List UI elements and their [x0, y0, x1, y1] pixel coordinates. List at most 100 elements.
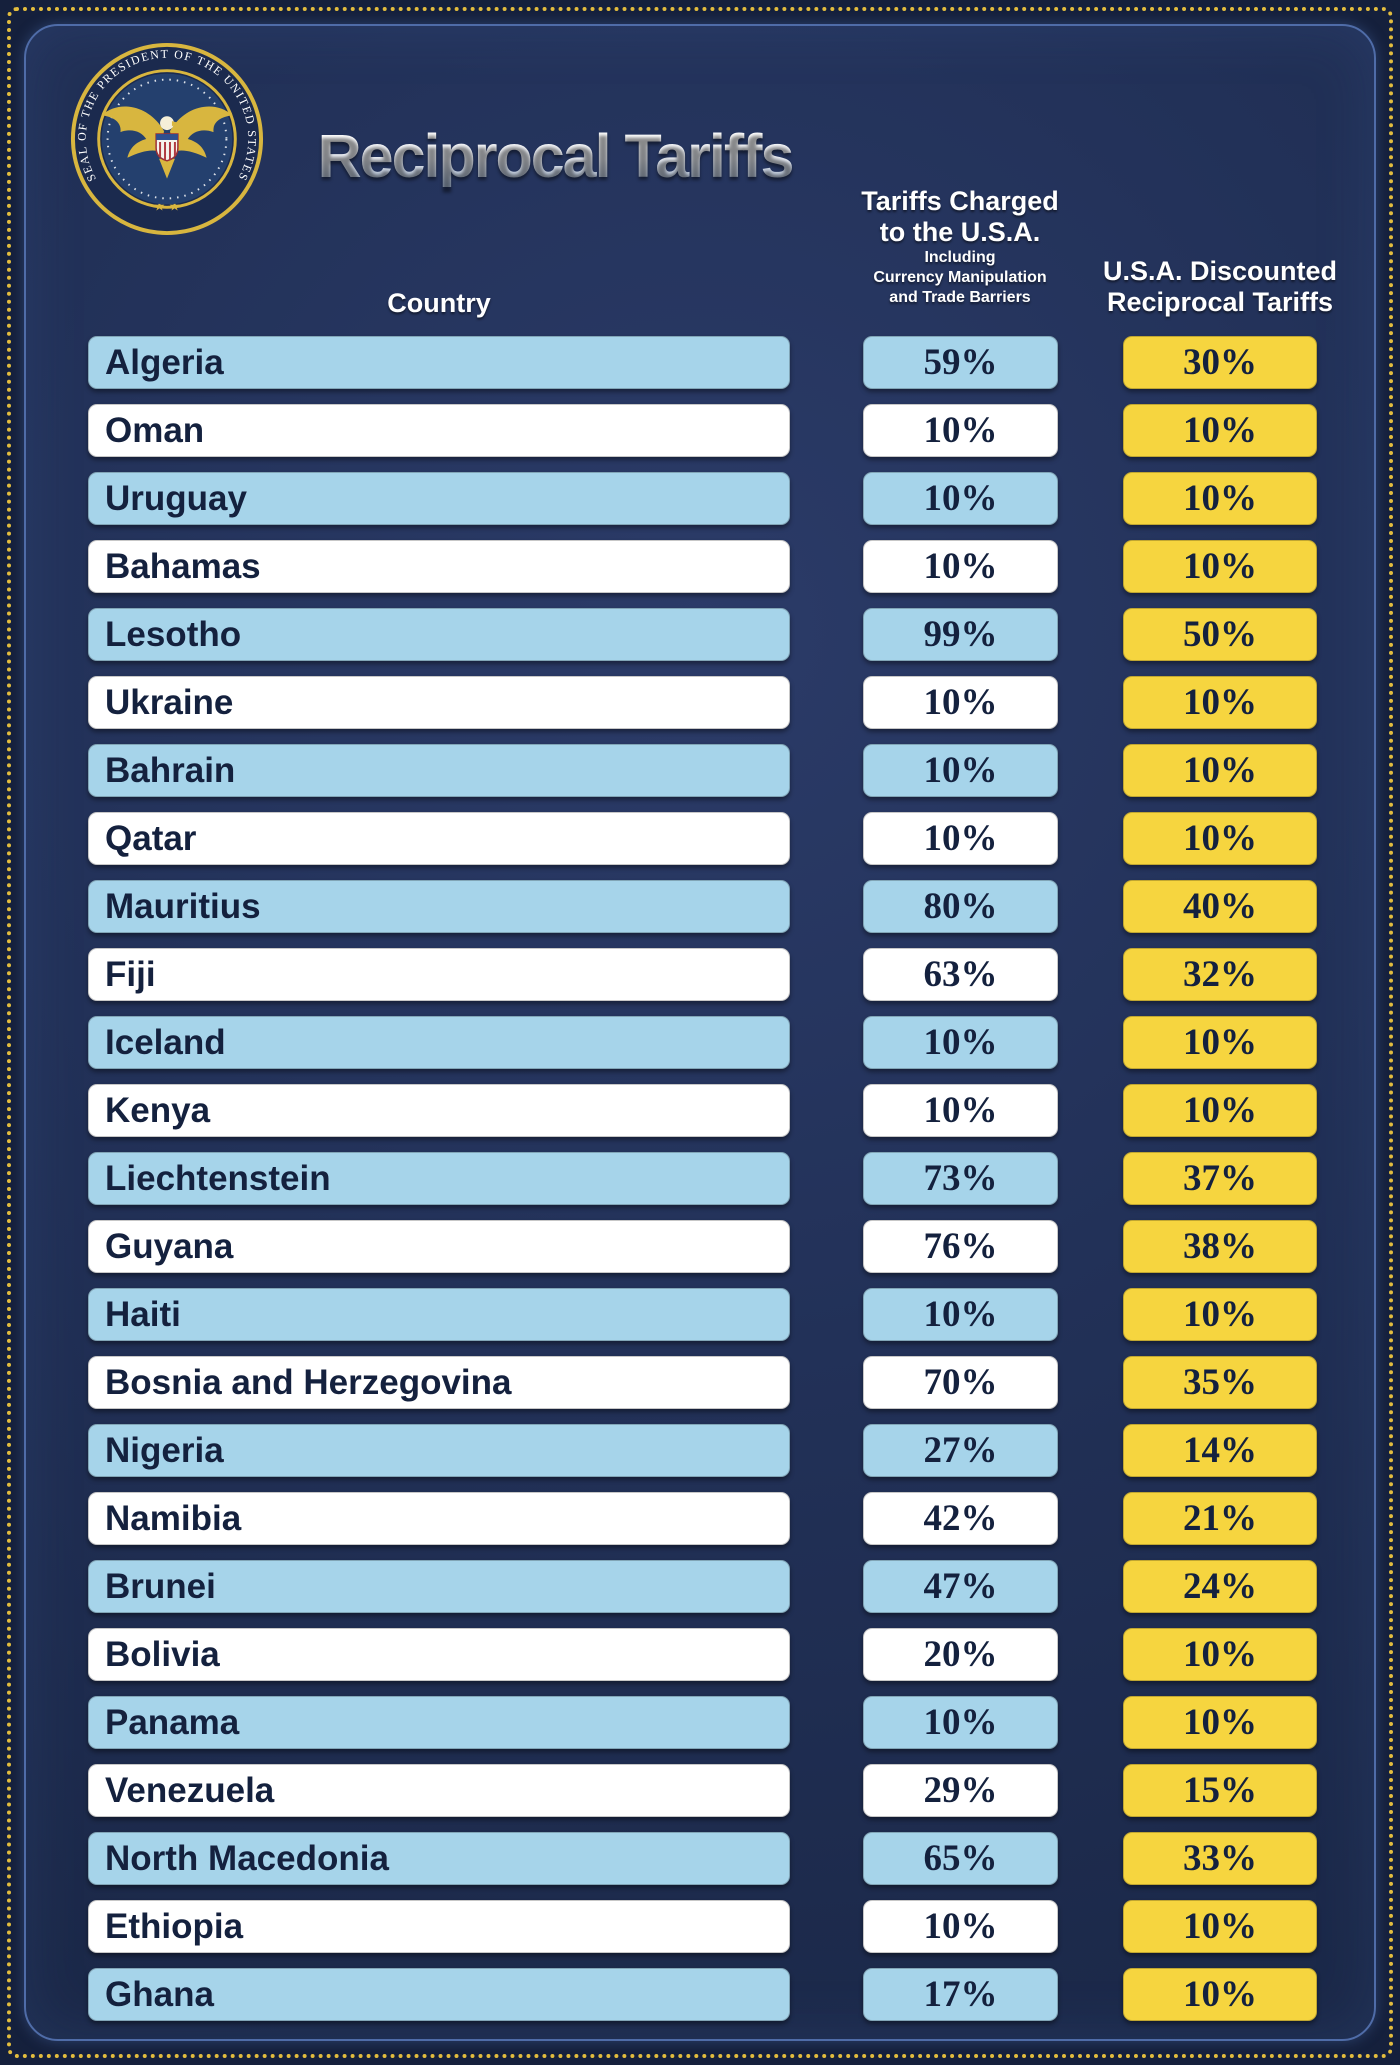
discounted-tariff-cell: 14%	[1123, 1424, 1317, 1477]
table-row: Panama 10% 10%	[0, 1696, 1400, 1749]
discounted-tariff-cell: 10%	[1123, 744, 1317, 797]
table-row: Namibia 42% 21%	[0, 1492, 1400, 1545]
column-header-charged: Tariffs Charged to the U.S.A. Including …	[836, 186, 1084, 308]
country-cell: Ukraine	[88, 676, 790, 729]
table-row: Venezuela 29% 15%	[0, 1764, 1400, 1817]
discounted-tariff-cell: 10%	[1123, 1900, 1317, 1953]
charged-tariff-cell: 80%	[863, 880, 1058, 933]
charged-tariff-cell: 10%	[863, 1696, 1058, 1749]
charged-tariff-cell: 10%	[863, 812, 1058, 865]
charged-tariff-cell: 63%	[863, 948, 1058, 1001]
discounted-tariff-cell: 10%	[1123, 404, 1317, 457]
table-row: Brunei 47% 24%	[0, 1560, 1400, 1613]
charged-tariff-cell: 10%	[863, 1084, 1058, 1137]
discounted-tariff-cell: 40%	[1123, 880, 1317, 933]
discounted-tariff-cell: 50%	[1123, 608, 1317, 661]
charged-header-sub3: and Trade Barriers	[889, 289, 1031, 306]
tariff-rows: Algeria 59% 30% Oman 10% 10% Uruguay 10% 10% Baha…	[0, 336, 1400, 2036]
discounted-tariff-cell: 21%	[1123, 1492, 1317, 1545]
country-cell: Guyana	[88, 1220, 790, 1273]
country-cell: Lesotho	[88, 608, 790, 661]
charged-tariff-cell: 73%	[863, 1152, 1058, 1205]
charged-tariff-cell: 10%	[863, 472, 1058, 525]
charged-tariff-cell: 59%	[863, 336, 1058, 389]
country-cell: Ghana	[88, 1968, 790, 2021]
page-title: Reciprocal Tariffs	[290, 126, 820, 187]
discounted-tariff-cell: 38%	[1123, 1220, 1317, 1273]
charged-tariff-cell: 10%	[863, 744, 1058, 797]
charged-tariff-cell: 42%	[863, 1492, 1058, 1545]
country-cell: Algeria	[88, 336, 790, 389]
table-row: Oman 10% 10%	[0, 404, 1400, 457]
country-cell: Bahamas	[88, 540, 790, 593]
charged-tariff-cell: 47%	[863, 1560, 1058, 1613]
shield-icon	[155, 133, 179, 162]
country-cell: Kenya	[88, 1084, 790, 1137]
presidential-seal: SEAL OF THE PRESIDENT OF THE UNITED STAT…	[70, 42, 264, 236]
discounted-tariff-cell: 10%	[1123, 812, 1317, 865]
table-row: Ghana 17% 10%	[0, 1968, 1400, 2021]
country-cell: Bahrain	[88, 744, 790, 797]
table-row: Bolivia 20% 10%	[0, 1628, 1400, 1681]
table-row: Haiti 10% 10%	[0, 1288, 1400, 1341]
charged-header-sub1: Including	[924, 249, 996, 266]
charged-tariff-cell: 70%	[863, 1356, 1058, 1409]
country-cell: Uruguay	[88, 472, 790, 525]
discounted-tariff-cell: 37%	[1123, 1152, 1317, 1205]
discounted-tariff-cell: 10%	[1123, 1968, 1317, 2021]
table-row: Ukraine 10% 10%	[0, 676, 1400, 729]
discounted-tariff-cell: 10%	[1123, 1084, 1317, 1137]
table-row: Algeria 59% 30%	[0, 336, 1400, 389]
charged-tariff-cell: 10%	[863, 540, 1058, 593]
country-cell: Iceland	[88, 1016, 790, 1069]
charged-header-line1: Tariffs Charged	[861, 186, 1059, 216]
charged-tariff-cell: 65%	[863, 1832, 1058, 1885]
discounted-tariff-cell: 35%	[1123, 1356, 1317, 1409]
country-cell: Mauritius	[88, 880, 790, 933]
country-cell: Namibia	[88, 1492, 790, 1545]
country-cell: Qatar	[88, 812, 790, 865]
table-row: Nigeria 27% 14%	[0, 1424, 1400, 1477]
discounted-tariff-cell: 30%	[1123, 336, 1317, 389]
eagle-icon	[101, 106, 233, 179]
table-row: North Macedonia 65% 33%	[0, 1832, 1400, 1885]
charged-tariff-cell: 99%	[863, 608, 1058, 661]
discounted-header-line1: U.S.A. Discounted	[1102, 256, 1338, 286]
discounted-tariff-cell: 10%	[1123, 472, 1317, 525]
table-row: Uruguay 10% 10%	[0, 472, 1400, 525]
country-cell: Nigeria	[88, 1424, 790, 1477]
table-row: Mauritius 80% 40%	[0, 880, 1400, 933]
charged-tariff-cell: 27%	[863, 1424, 1058, 1477]
country-cell: Haiti	[88, 1288, 790, 1341]
table-row: Fiji 63% 32%	[0, 948, 1400, 1001]
charged-tariff-cell: 17%	[863, 1968, 1058, 2021]
table-row: Ethiopia 10% 10%	[0, 1900, 1400, 1953]
discounted-tariff-cell: 10%	[1123, 540, 1317, 593]
country-cell: Fiji	[88, 948, 790, 1001]
country-cell: Bosnia and Herzegovina	[88, 1356, 790, 1409]
discounted-tariff-cell: 32%	[1123, 948, 1317, 1001]
discounted-tariff-cell: 10%	[1123, 1288, 1317, 1341]
country-cell: Ethiopia	[88, 1900, 790, 1953]
country-cell: Bolivia	[88, 1628, 790, 1681]
charged-tariff-cell: 10%	[863, 1288, 1058, 1341]
charged-tariff-cell: 10%	[863, 404, 1058, 457]
table-row: Bahamas 10% 10%	[0, 540, 1400, 593]
charged-tariff-cell: 10%	[863, 676, 1058, 729]
country-cell: Liechtenstein	[88, 1152, 790, 1205]
charged-tariff-cell: 10%	[863, 1016, 1058, 1069]
table-row: Lesotho 99% 50%	[0, 608, 1400, 661]
discounted-tariff-cell: 15%	[1123, 1764, 1317, 1817]
table-row: Bahrain 10% 10%	[0, 744, 1400, 797]
discounted-tariff-cell: 10%	[1123, 676, 1317, 729]
table-row: Guyana 76% 38%	[0, 1220, 1400, 1273]
table-row: Iceland 10% 10%	[0, 1016, 1400, 1069]
country-cell: Venezuela	[88, 1764, 790, 1817]
charged-header-line2: to the U.S.A.	[879, 217, 1041, 247]
charged-tariff-cell: 20%	[863, 1628, 1058, 1681]
country-cell: Oman	[88, 404, 790, 457]
discounted-tariff-cell: 10%	[1123, 1696, 1317, 1749]
charged-tariff-cell: 10%	[863, 1900, 1058, 1953]
column-header-discounted: U.S.A. Discounted Reciprocal Tariffs	[1092, 256, 1348, 318]
discounted-tariff-cell: 10%	[1123, 1016, 1317, 1069]
